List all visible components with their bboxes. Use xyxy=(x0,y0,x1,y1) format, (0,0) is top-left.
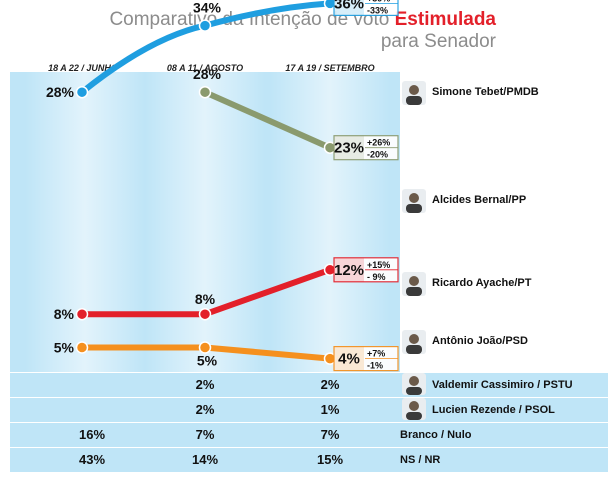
chart-title: Comparativo da Intenção de voto Estimula… xyxy=(109,9,496,31)
data-point-tebet-0 xyxy=(75,85,89,99)
value-box-fill-bernal xyxy=(334,135,364,160)
value-box-fill-joao xyxy=(334,346,364,371)
column-header-2: 08 A 11 / AGOSTO xyxy=(166,63,244,73)
table-row-label: NS / NR xyxy=(400,454,441,466)
column-header-3: 17 A 19 / SETEMBRO xyxy=(285,63,375,73)
data-point-ayache-1 xyxy=(198,307,212,321)
margin-plus-bernal: +26% xyxy=(367,138,390,148)
title-highlight: Estimulada xyxy=(394,9,496,30)
table-row: 43% 14% 15% NS / NR xyxy=(10,448,608,472)
table-cell: 2% xyxy=(195,377,215,392)
table-cell: 16% xyxy=(78,427,106,442)
row-separator xyxy=(10,422,608,423)
table-cell: 7% xyxy=(320,427,340,442)
value-box-fill-ayache xyxy=(334,257,364,282)
table-row: 2% 1% Lucien Rezende / PSOL xyxy=(10,398,608,422)
data-label-ayache-1: 8% xyxy=(195,291,216,307)
avatar-joao xyxy=(402,330,426,354)
data-label-tebet-1: 34% xyxy=(193,0,222,16)
data-label-tebet-2: 36% xyxy=(334,0,364,12)
data-point-joao-1 xyxy=(198,341,212,354)
margin-minus-bernal: -20% xyxy=(367,150,388,160)
data-label-ayache-2: 12% xyxy=(334,262,364,279)
avatar-row-1 xyxy=(402,398,426,420)
data-label-joao-0: 5% xyxy=(54,340,75,356)
data-label-ayache-0: 8% xyxy=(54,306,75,322)
row-separator xyxy=(10,397,608,398)
margin-minus-tebet: -33% xyxy=(367,5,388,15)
data-label-joao-1: 5% xyxy=(197,353,218,369)
table-row-label: Branco / Nulo xyxy=(400,429,472,441)
margin-plus-tebet: +39% xyxy=(367,0,390,3)
legend-name-joao: Antônio João/PSD xyxy=(432,335,528,347)
table-row-label: Valdemir Cassimiro / PSTU xyxy=(432,379,573,391)
table-cell: 43% xyxy=(78,452,106,467)
table-cell: 1% xyxy=(320,402,340,417)
avatar-bernal xyxy=(402,189,426,213)
avatar-tebet xyxy=(402,81,426,105)
data-label-tebet-0: 28% xyxy=(46,84,75,100)
avatar-ayache xyxy=(402,272,426,296)
legend-name-ayache: Ricardo Ayache/PT xyxy=(432,277,532,289)
table-cell: 7% xyxy=(195,427,215,442)
table-row: 16% 7% 7% Branco / Nulo xyxy=(10,423,608,447)
data-label-bernal-2: 23% xyxy=(334,140,364,157)
chart-subtitle: para Senador xyxy=(380,31,496,52)
margin-minus-ayache: - 9% xyxy=(367,272,386,282)
table-cell: 14% xyxy=(191,452,219,467)
legend-name-bernal: Alcides Bernal/PP xyxy=(432,194,527,206)
table-row-label: Lucien Rezende / PSOL xyxy=(432,404,555,416)
title-text: Comparativo da Intenção de voto xyxy=(109,9,395,30)
row-separator xyxy=(10,447,608,448)
margin-plus-ayache: +15% xyxy=(367,260,390,270)
table-cell: 15% xyxy=(316,452,344,467)
row-separator xyxy=(10,372,608,373)
data-label-bernal-1: 28% xyxy=(193,66,222,82)
data-point-tebet-1 xyxy=(198,19,212,32)
avatar-row-0 xyxy=(402,373,426,395)
column-band-2 xyxy=(145,72,265,372)
data-label-joao-2: 4% xyxy=(338,351,360,368)
data-point-bernal-1 xyxy=(198,85,212,99)
column-header-1: 18 A 22 / JUNHO xyxy=(48,63,118,73)
data-point-joao-0 xyxy=(75,341,89,354)
table-cell: 2% xyxy=(320,377,340,392)
column-band-3 xyxy=(270,72,390,372)
table-row: 2% 2% Valdemir Cassimiro / PSTU xyxy=(10,373,608,397)
margin-minus-joao: -1% xyxy=(367,361,383,371)
table-cell: 2% xyxy=(195,402,215,417)
data-point-ayache-0 xyxy=(75,307,89,321)
column-band-1 xyxy=(25,72,145,372)
legend-name-tebet: Simone Tebet/PMDB xyxy=(432,86,539,98)
margin-plus-joao: +7% xyxy=(367,349,385,359)
series-line-bernal xyxy=(202,89,333,151)
value-box-fill-tebet xyxy=(334,0,364,16)
